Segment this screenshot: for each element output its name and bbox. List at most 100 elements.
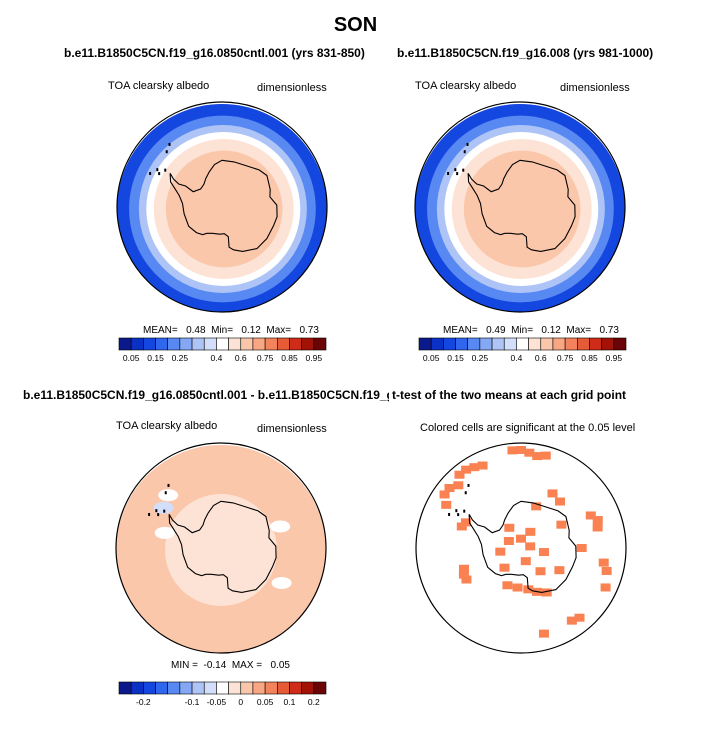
island	[454, 168, 457, 172]
significant-cell	[547, 489, 558, 498]
colorbar-tick-label: 0.75	[557, 353, 574, 363]
coastline	[468, 500, 577, 593]
colorbar-tick-label: 0.15	[447, 353, 464, 363]
significant-cell	[499, 563, 510, 572]
colorbar-tick-label: -0.1	[185, 697, 200, 707]
map-border	[115, 442, 327, 654]
colorbar-swatch	[430, 337, 444, 351]
colorbar-swatch	[479, 337, 493, 351]
panel-1-colorbar: 0.05 0.15 0.25 0.4 0.6 0.75 0.85 0.95	[118, 337, 327, 363]
significant-cell	[477, 461, 488, 470]
island	[148, 512, 151, 516]
colorbar-swatch	[118, 681, 132, 695]
colorbar-swatch	[276, 681, 290, 695]
colorbar-swatch	[516, 337, 529, 351]
island	[158, 172, 161, 176]
significant-cell	[576, 544, 587, 552]
colorbar-swatch	[552, 337, 566, 351]
island	[466, 142, 469, 146]
panel-2-map	[414, 101, 626, 313]
significant-cell	[444, 484, 455, 493]
panel-1-variable-label: TOA clearsky albedo	[108, 80, 210, 92]
island	[463, 509, 466, 513]
significant-cell	[461, 518, 472, 527]
colorbar-swatch	[130, 681, 144, 695]
significant-cell	[503, 537, 514, 545]
panel-3-stats: MIN = -0.14 MAX = 0.05	[171, 660, 290, 671]
colorbar-tick-label: 0.25	[472, 353, 489, 363]
colorbar-swatch	[443, 337, 456, 351]
significant-cell	[525, 527, 536, 536]
colorbar-swatch	[613, 337, 627, 351]
significant-cell	[458, 570, 469, 579]
significant-cell	[556, 520, 567, 529]
colorbar-swatch	[418, 337, 432, 351]
panel-3-units-label: dimensionless	[257, 423, 327, 435]
colorbar-swatch	[143, 337, 156, 351]
coastline	[168, 500, 277, 593]
significant-cell	[439, 490, 450, 499]
island	[462, 168, 465, 172]
panel-1-title: b.e11.B1850C5CN.f19_g16.0850cntl.001 (yr…	[64, 46, 365, 60]
map-border	[116, 101, 328, 313]
panel-2-stats: MEAN= 0.49 Min= 0.12 Max= 0.73	[443, 325, 619, 336]
significant-cell	[535, 567, 546, 576]
panel-4-map	[415, 442, 627, 654]
significant-cell	[598, 558, 609, 567]
panel-1-map	[116, 101, 328, 313]
anomaly-patch	[270, 520, 291, 533]
island	[156, 168, 159, 172]
panel-3-title: b.e11.B1850C5CN.f19_g16.0850cntl.001 - b…	[23, 388, 431, 402]
colorbar-tick-label: 0.4	[210, 353, 222, 363]
significant-cell	[507, 446, 518, 455]
colorbar-swatch	[264, 681, 278, 695]
island	[168, 142, 171, 146]
colorbar-swatch	[155, 337, 169, 351]
colorbar-swatch	[576, 337, 590, 351]
map-background	[416, 443, 626, 653]
significant-cell	[512, 583, 523, 592]
significant-cell	[566, 616, 577, 625]
significant-cell	[592, 516, 603, 525]
colorbar-tick-label: 0.05	[423, 353, 440, 363]
colorbar-swatch	[301, 681, 315, 695]
significant-cell	[525, 542, 536, 551]
field-band	[182, 167, 267, 251]
panel-2-colorbar: 0.05 0.15 0.25 0.4 0.6 0.75 0.85 0.95	[418, 337, 627, 363]
significant-cell	[531, 502, 542, 511]
significant-cell	[454, 470, 465, 479]
anomaly-patch	[154, 526, 175, 539]
anomaly-patch	[153, 501, 174, 514]
significant-cell	[504, 523, 515, 532]
colorbar-swatch	[313, 337, 327, 351]
significant-cell	[516, 534, 526, 543]
colorbar-swatch	[455, 337, 469, 351]
anomaly-patch	[158, 489, 179, 502]
colorbar-tick-label: 0.85	[281, 353, 298, 363]
significant-cell	[495, 547, 506, 556]
colorbar-tick-label: 0.15	[147, 353, 164, 363]
island	[467, 483, 470, 487]
colorbar-swatch	[276, 337, 290, 351]
significant-cell	[516, 446, 526, 454]
colorbar-tick-label: 0.6	[535, 353, 547, 363]
coastline	[467, 159, 576, 252]
significant-cell	[592, 523, 603, 532]
island	[447, 171, 450, 175]
figure-title: SON	[333, 14, 378, 36]
colorbar-swatch	[167, 681, 181, 695]
panel-4-subtitle: Colored cells are significant at the 0.0…	[420, 422, 636, 434]
significant-cell	[458, 564, 469, 573]
significant-cell	[601, 566, 612, 575]
colorbar-swatch	[540, 337, 554, 351]
colorbar-tick-label: 0.05	[123, 353, 140, 363]
colorbar-tick-label: 0.25	[172, 353, 189, 363]
colorbar-swatch	[240, 337, 254, 351]
colorbar-tick-label: 0.75	[257, 353, 274, 363]
island	[457, 513, 460, 517]
colorbar-swatch	[228, 681, 242, 695]
significant-cell	[540, 451, 551, 460]
significant-cell	[441, 500, 452, 509]
significant-cell	[461, 465, 472, 474]
significant-cell	[456, 522, 467, 531]
